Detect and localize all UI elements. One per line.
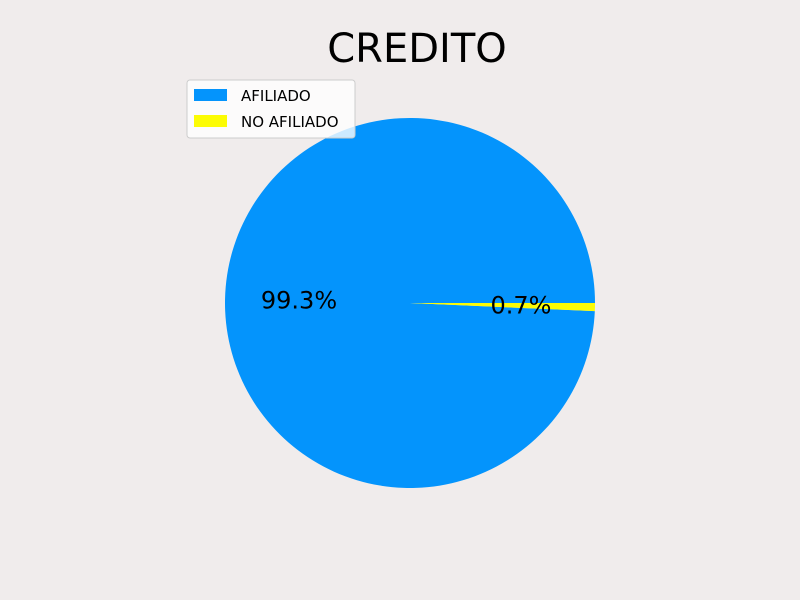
pie-percent-labels: 99.3% 0.7% — [261, 287, 552, 320]
legend-label-no-afiliado: NO AFILIADO — [241, 113, 339, 131]
legend-label-afiliado: AFILIADO — [241, 87, 311, 105]
pie-slice-afiliado — [225, 118, 595, 489]
legend-swatch-no-afiliado — [194, 115, 227, 127]
pie-slice-no-afiliado — [410, 303, 595, 312]
pie-percent-label-no-afiliado: 0.7% — [490, 291, 551, 319]
chart-title: CREDITO — [327, 26, 507, 72]
legend: AFILIADO NO AFILIADO — [186, 79, 356, 139]
pie-slices — [225, 118, 595, 489]
legend-swatch-afiliado — [194, 89, 227, 101]
pie-percent-label-afiliado: 99.3% — [261, 287, 337, 315]
legend-frame — [186, 79, 356, 139]
